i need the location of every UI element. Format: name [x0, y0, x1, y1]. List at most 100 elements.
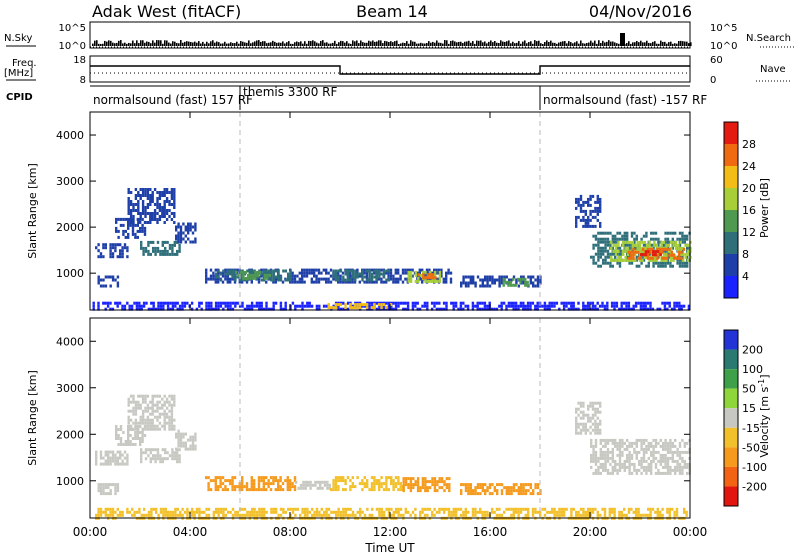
heatmap-cell [274, 488, 277, 492]
heatmap-cell [337, 271, 340, 275]
heatmap-cell [263, 269, 266, 273]
heatmap-cell [129, 394, 133, 398]
heatmap-cell [287, 272, 290, 276]
heatmap-cell [221, 271, 225, 275]
heatmap-cell [662, 240, 666, 244]
nsky-bar [450, 40, 452, 46]
heatmap-cell [251, 276, 255, 280]
heatmap-cell [310, 304, 314, 308]
heatmap-cell [508, 489, 511, 493]
nsky-bar [194, 41, 196, 46]
heatmap-cell [409, 486, 413, 490]
heatmap-cell [104, 492, 108, 496]
heatmap-cell [181, 513, 184, 517]
heatmap-cell [139, 425, 142, 428]
heatmap-cell [553, 513, 556, 517]
heatmap-cell [666, 468, 670, 472]
heatmap-cell [304, 480, 307, 484]
heatmap-cell [514, 301, 518, 305]
heatmap-cell [640, 261, 643, 265]
heatmap-cell [467, 281, 470, 285]
heatmap-cell [168, 403, 171, 407]
heatmap-cell [421, 483, 425, 487]
heatmap-cell [265, 307, 268, 311]
colorbar-swatch [724, 447, 738, 467]
heatmap-cell [363, 275, 367, 279]
heatmap-cell [346, 275, 350, 279]
heatmap-cell [234, 275, 237, 279]
heatmap-cell [233, 488, 237, 492]
heatmap-cell [215, 272, 218, 276]
heatmap-cell [115, 226, 118, 230]
nsky-bar [670, 41, 672, 46]
heatmap-cell [149, 194, 152, 197]
heatmap-cell [332, 485, 335, 489]
heatmap-cell [184, 447, 187, 451]
heatmap-cell [243, 485, 246, 489]
heatmap-cell [178, 243, 181, 247]
heatmap-cell [368, 280, 371, 284]
heatmap-cell [676, 447, 679, 451]
heatmap-cell [124, 443, 127, 446]
heatmap-cell [116, 459, 119, 463]
heatmap-cell [114, 249, 117, 253]
heatmap-cell [657, 471, 660, 475]
heatmap-cell [435, 271, 438, 275]
heatmap-cell [127, 209, 130, 212]
heatmap-cell [168, 424, 171, 428]
x-tick-label: 00:00 [673, 525, 708, 539]
heatmap-cell [102, 486, 105, 490]
heatmap-cell [205, 513, 208, 517]
heatmap-cell [141, 217, 144, 221]
heatmap-cell [382, 488, 386, 492]
nsky-bar [690, 42, 692, 46]
heatmap-cell [163, 409, 166, 413]
heatmap-cell [253, 485, 256, 489]
nsky-bar [548, 41, 550, 46]
heatmap-cell [483, 301, 487, 305]
heatmap-cell [481, 489, 484, 493]
heatmap-cell [614, 240, 617, 244]
heatmap-cell [107, 507, 110, 511]
heatmap-cell [146, 394, 150, 398]
heatmap-cell [214, 482, 217, 486]
heatmap-cell [107, 513, 110, 517]
heatmap-cell [616, 444, 619, 448]
heatmap-cell [136, 437, 139, 440]
heatmap-cell [151, 194, 154, 197]
nsky-bar [676, 43, 678, 46]
heatmap-cell [250, 304, 254, 308]
heatmap-cell [431, 510, 434, 514]
heatmap-cell [344, 269, 347, 273]
heatmap-cell [394, 482, 398, 486]
heatmap-cell [378, 507, 381, 511]
heatmap-cell [563, 510, 566, 514]
heatmap-cell [601, 507, 604, 511]
heatmap-cell [614, 237, 617, 241]
heatmap-cell [177, 240, 180, 244]
heatmap-cell [140, 304, 143, 308]
heatmap-cell [589, 425, 592, 429]
heatmap-cell [472, 281, 475, 285]
heatmap-cell [652, 444, 655, 448]
heatmap-cell [669, 447, 672, 451]
heatmap-cell [99, 462, 103, 466]
heatmap-cell [632, 304, 635, 308]
heatmap-cell [647, 456, 650, 460]
heatmap-cell [219, 507, 223, 511]
nsky-bar [352, 40, 354, 46]
heatmap-cell [227, 272, 230, 276]
heatmap-cell [361, 278, 364, 282]
heatmap-cell [136, 431, 139, 434]
heatmap-cell [551, 510, 554, 514]
heatmap-cell [575, 422, 578, 426]
heatmap-cell [646, 301, 650, 305]
heatmap-cell [631, 240, 634, 244]
heatmap-cell [602, 261, 605, 265]
heatmap-cell [645, 450, 648, 454]
velocity-ylabel: Slant Range [km] [26, 370, 39, 466]
heatmap-cell [626, 444, 629, 448]
heatmap-cell [171, 451, 174, 455]
heatmap-cell [329, 306, 333, 310]
heatmap-cell [182, 444, 185, 448]
